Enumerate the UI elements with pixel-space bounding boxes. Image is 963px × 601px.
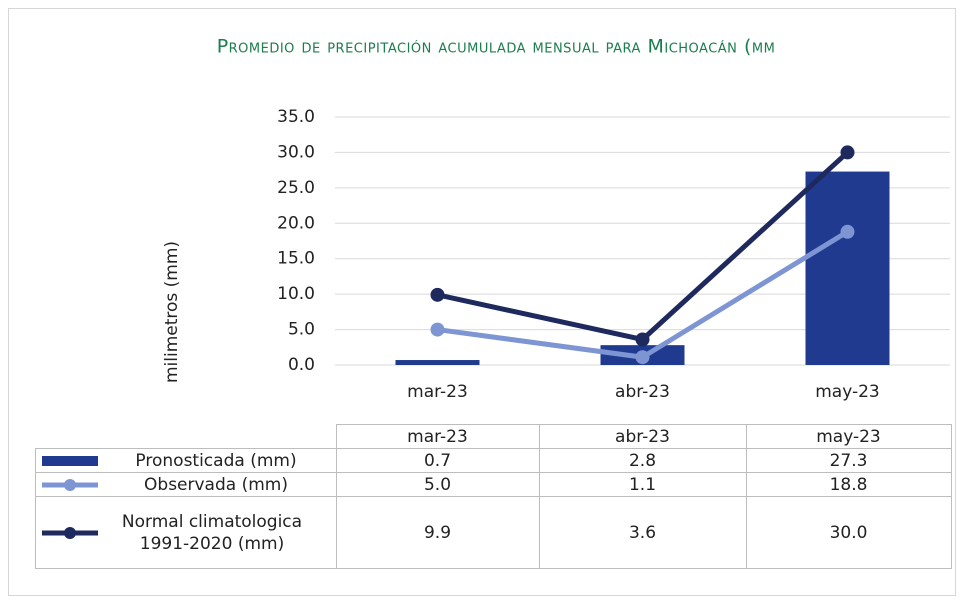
frame — [8, 8, 956, 596]
table-value: 27.3 — [745, 448, 952, 473]
legend-cell: Pronosticada (mm) — [35, 448, 337, 473]
y-tick-label: 35.0 — [277, 107, 315, 127]
point — [635, 350, 650, 365]
swatch-bar — [42, 455, 98, 466]
y-tick-label: 30.0 — [277, 142, 315, 162]
table-value: 3.6 — [538, 496, 747, 569]
point — [840, 145, 855, 160]
table-value: 5.0 — [335, 472, 540, 497]
legend-label: Pronosticada (mm) — [135, 450, 297, 471]
point — [840, 224, 855, 239]
legend-cell: Normal climatologica 1991-2020 (mm) — [35, 496, 337, 569]
data-table: mar-23 abr-23 may-23 Pronosticada (mm) 0.7 2.… — [35, 424, 952, 569]
bar — [805, 171, 890, 365]
table-corner — [36, 425, 337, 449]
table-value: 30.0 — [745, 496, 952, 569]
table-header: mar-23 — [335, 424, 540, 449]
y-axis-label: milimetros (mm) — [162, 241, 182, 383]
point — [635, 332, 650, 347]
legend-swatch — [42, 526, 98, 539]
point — [430, 287, 445, 302]
table-row: Pronosticada (mm) 0.7 2.8 27.3 — [35, 448, 952, 473]
table-value: 9.9 — [335, 496, 540, 569]
legend-cell: Observada (mm) — [35, 472, 337, 497]
table-header: abr-23 — [538, 424, 747, 449]
y-tick-label: 15.0 — [277, 249, 315, 269]
legend-entry: Observada (mm) — [36, 474, 336, 496]
y-tick-label: 20.0 — [277, 213, 315, 233]
legend-swatch — [42, 478, 98, 491]
legend-label: Observada (mm) — [144, 474, 288, 495]
x-tick-label: may-23 — [815, 382, 880, 402]
y-tick-label: 10.0 — [277, 284, 315, 304]
chart-title: Promedio de precipitación acumulada mens… — [217, 36, 776, 58]
line — [436, 150, 850, 343]
table-row: mar-23 abr-23 may-23 — [36, 424, 952, 449]
y-tick-label: 5.0 — [288, 320, 315, 340]
table-header: may-23 — [745, 424, 952, 449]
legend-label: Normal climatologica 1991-2020 (mm) — [121, 511, 303, 554]
legend-entry: Pronosticada (mm) — [36, 450, 336, 472]
swatch-dot — [64, 526, 76, 539]
legend-swatch — [42, 455, 98, 466]
x-tick-label: mar-23 — [407, 382, 468, 402]
swatch-dot — [64, 478, 76, 491]
legend-entry: Normal climatologica 1991-2020 (mm) — [36, 511, 336, 555]
table-row: Observada (mm) 5.0 1.1 18.8 — [35, 472, 952, 497]
table-value: 18.8 — [745, 472, 952, 497]
y-tick-label: 25.0 — [277, 178, 315, 198]
point — [430, 322, 445, 337]
y-tick-label: 0.0 — [288, 355, 315, 375]
table-value: 1.1 — [538, 472, 747, 497]
table-value: 0.7 — [335, 448, 540, 473]
x-tick-label: abr-23 — [615, 382, 670, 402]
table-row: Normal climatologica 1991-2020 (mm) 9.9 3.… — [35, 496, 952, 569]
table-value: 2.8 — [538, 448, 747, 473]
bar — [395, 360, 480, 365]
